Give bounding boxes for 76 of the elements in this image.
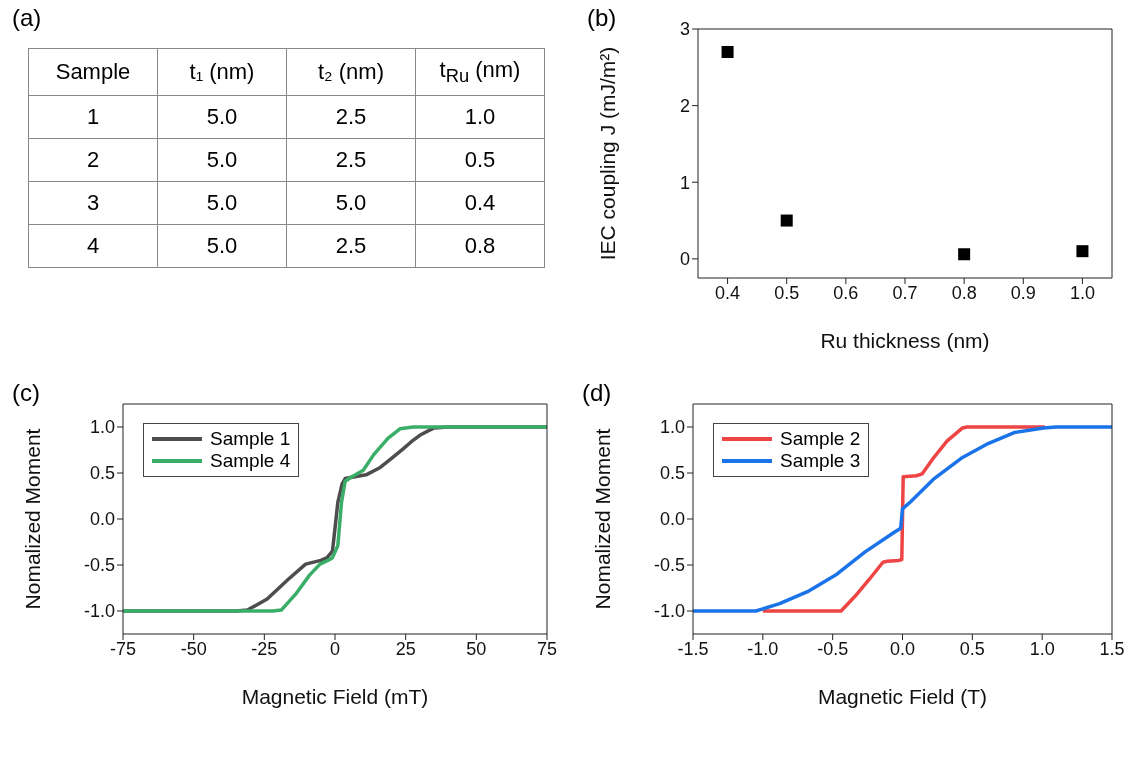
x-tick-label: -0.5 — [817, 638, 849, 659]
data-label: 0.5 — [415, 138, 545, 182]
chart-title: (a) — [12, 4, 42, 32]
data-label: 2.5 — [286, 95, 416, 139]
x-tick-label: 0.8 — [951, 282, 977, 303]
y-tick-label: 0.0 — [659, 509, 685, 530]
y-tick-label: 3 — [28, 181, 158, 225]
x-tick-label: -1.5 — [677, 638, 709, 659]
chart-title: (c) — [12, 379, 40, 407]
y-tick-label: -0.5 — [653, 555, 685, 576]
x-tick-label: 1.0 — [1069, 282, 1095, 303]
y-tick-label: 1 — [28, 95, 158, 139]
point — [721, 45, 734, 58]
data-label: 0.4 — [415, 181, 545, 225]
y-tick-label: 1.0 — [659, 417, 685, 438]
line-series — [693, 425, 1112, 613]
x-tick-label: 0.6 — [833, 282, 859, 303]
point — [780, 214, 793, 227]
x-tick-label: 75 — [536, 638, 558, 659]
legend-label: Sample 3 — [780, 450, 861, 472]
x-tick-label: t$_{Ru}$ (nm) — [415, 48, 545, 96]
x-tick-label: t₂ (nm) — [286, 48, 416, 96]
data-label: 2.5 — [286, 224, 416, 268]
data-label: 5.0 — [157, 181, 287, 225]
data-label: 5.0 — [157, 138, 287, 182]
y-tick-label: 2 — [28, 138, 158, 182]
data-label: 5.0 — [286, 181, 416, 225]
y-tick-label: 0 — [679, 249, 690, 270]
x-tick-label: 0.9 — [1010, 282, 1036, 303]
x-axis-title: Magnetic Field (T) — [817, 685, 988, 708]
x-tick-label: 0.4 — [715, 282, 741, 303]
x-tick-label: -1.0 — [747, 638, 779, 659]
y-tick-label: 2 — [679, 96, 690, 117]
y-tick-label: -1.0 — [83, 601, 115, 622]
point — [958, 248, 971, 261]
y-tick-label: 3 — [679, 19, 690, 40]
y-tick-label: 1 — [679, 172, 690, 193]
y-axis-title: IEC coupling J (mJ/m²) — [596, 46, 620, 261]
line-series — [123, 425, 547, 613]
y-tick-label: 0.5 — [89, 463, 115, 484]
legend-label: Sample 2 — [780, 428, 861, 450]
x-tick-label: 0.0 — [889, 638, 916, 659]
x-tick-label: 0.5 — [959, 638, 985, 659]
y-tick-label: 0.5 — [659, 463, 685, 484]
data-label: 2.5 — [286, 138, 416, 182]
x-tick-label: -25 — [251, 638, 278, 659]
y-tick-label: 4 — [28, 224, 158, 268]
legend-label: Sample 1 — [210, 428, 291, 450]
x-tick-label: 50 — [466, 638, 487, 659]
x-axis-title: Ru thickness (nm) — [820, 329, 990, 352]
point — [1076, 245, 1089, 258]
y-tick-label: -0.5 — [83, 555, 115, 576]
data-label: 5.0 — [157, 224, 287, 268]
y-axis-title: Nomalized Moment — [21, 428, 45, 610]
data-label: 1.0 — [415, 95, 545, 139]
y-axis-title: Nomalized Moment — [591, 428, 615, 610]
x-tick-label: t₁ (nm) — [157, 48, 287, 96]
x-tick-label: 0.7 — [892, 282, 918, 303]
x-tick-label: 0.5 — [774, 282, 800, 303]
data-label: 0.8 — [415, 224, 545, 268]
chart-title: (b) — [587, 4, 617, 32]
legend-label: Sample 4 — [210, 450, 291, 472]
x-tick-label: -50 — [180, 638, 207, 659]
data-label: 5.0 — [157, 95, 287, 139]
y-axis-title: Sample — [28, 48, 158, 96]
y-tick-label: 1.0 — [89, 417, 115, 438]
x-tick-label: -75 — [109, 638, 137, 659]
x-tick-label: 1.5 — [1099, 638, 1125, 659]
y-tick-label: -1.0 — [653, 601, 685, 622]
x-axis-title: Magnetic Field (mT) — [241, 685, 429, 708]
y-tick-label: 0.0 — [89, 509, 115, 530]
x-tick-label: 0 — [329, 638, 341, 659]
line-series — [761, 425, 1047, 613]
chart-title: (d) — [582, 379, 612, 407]
x-tick-label: 25 — [395, 638, 416, 659]
x-tick-label: 1.0 — [1029, 638, 1055, 659]
